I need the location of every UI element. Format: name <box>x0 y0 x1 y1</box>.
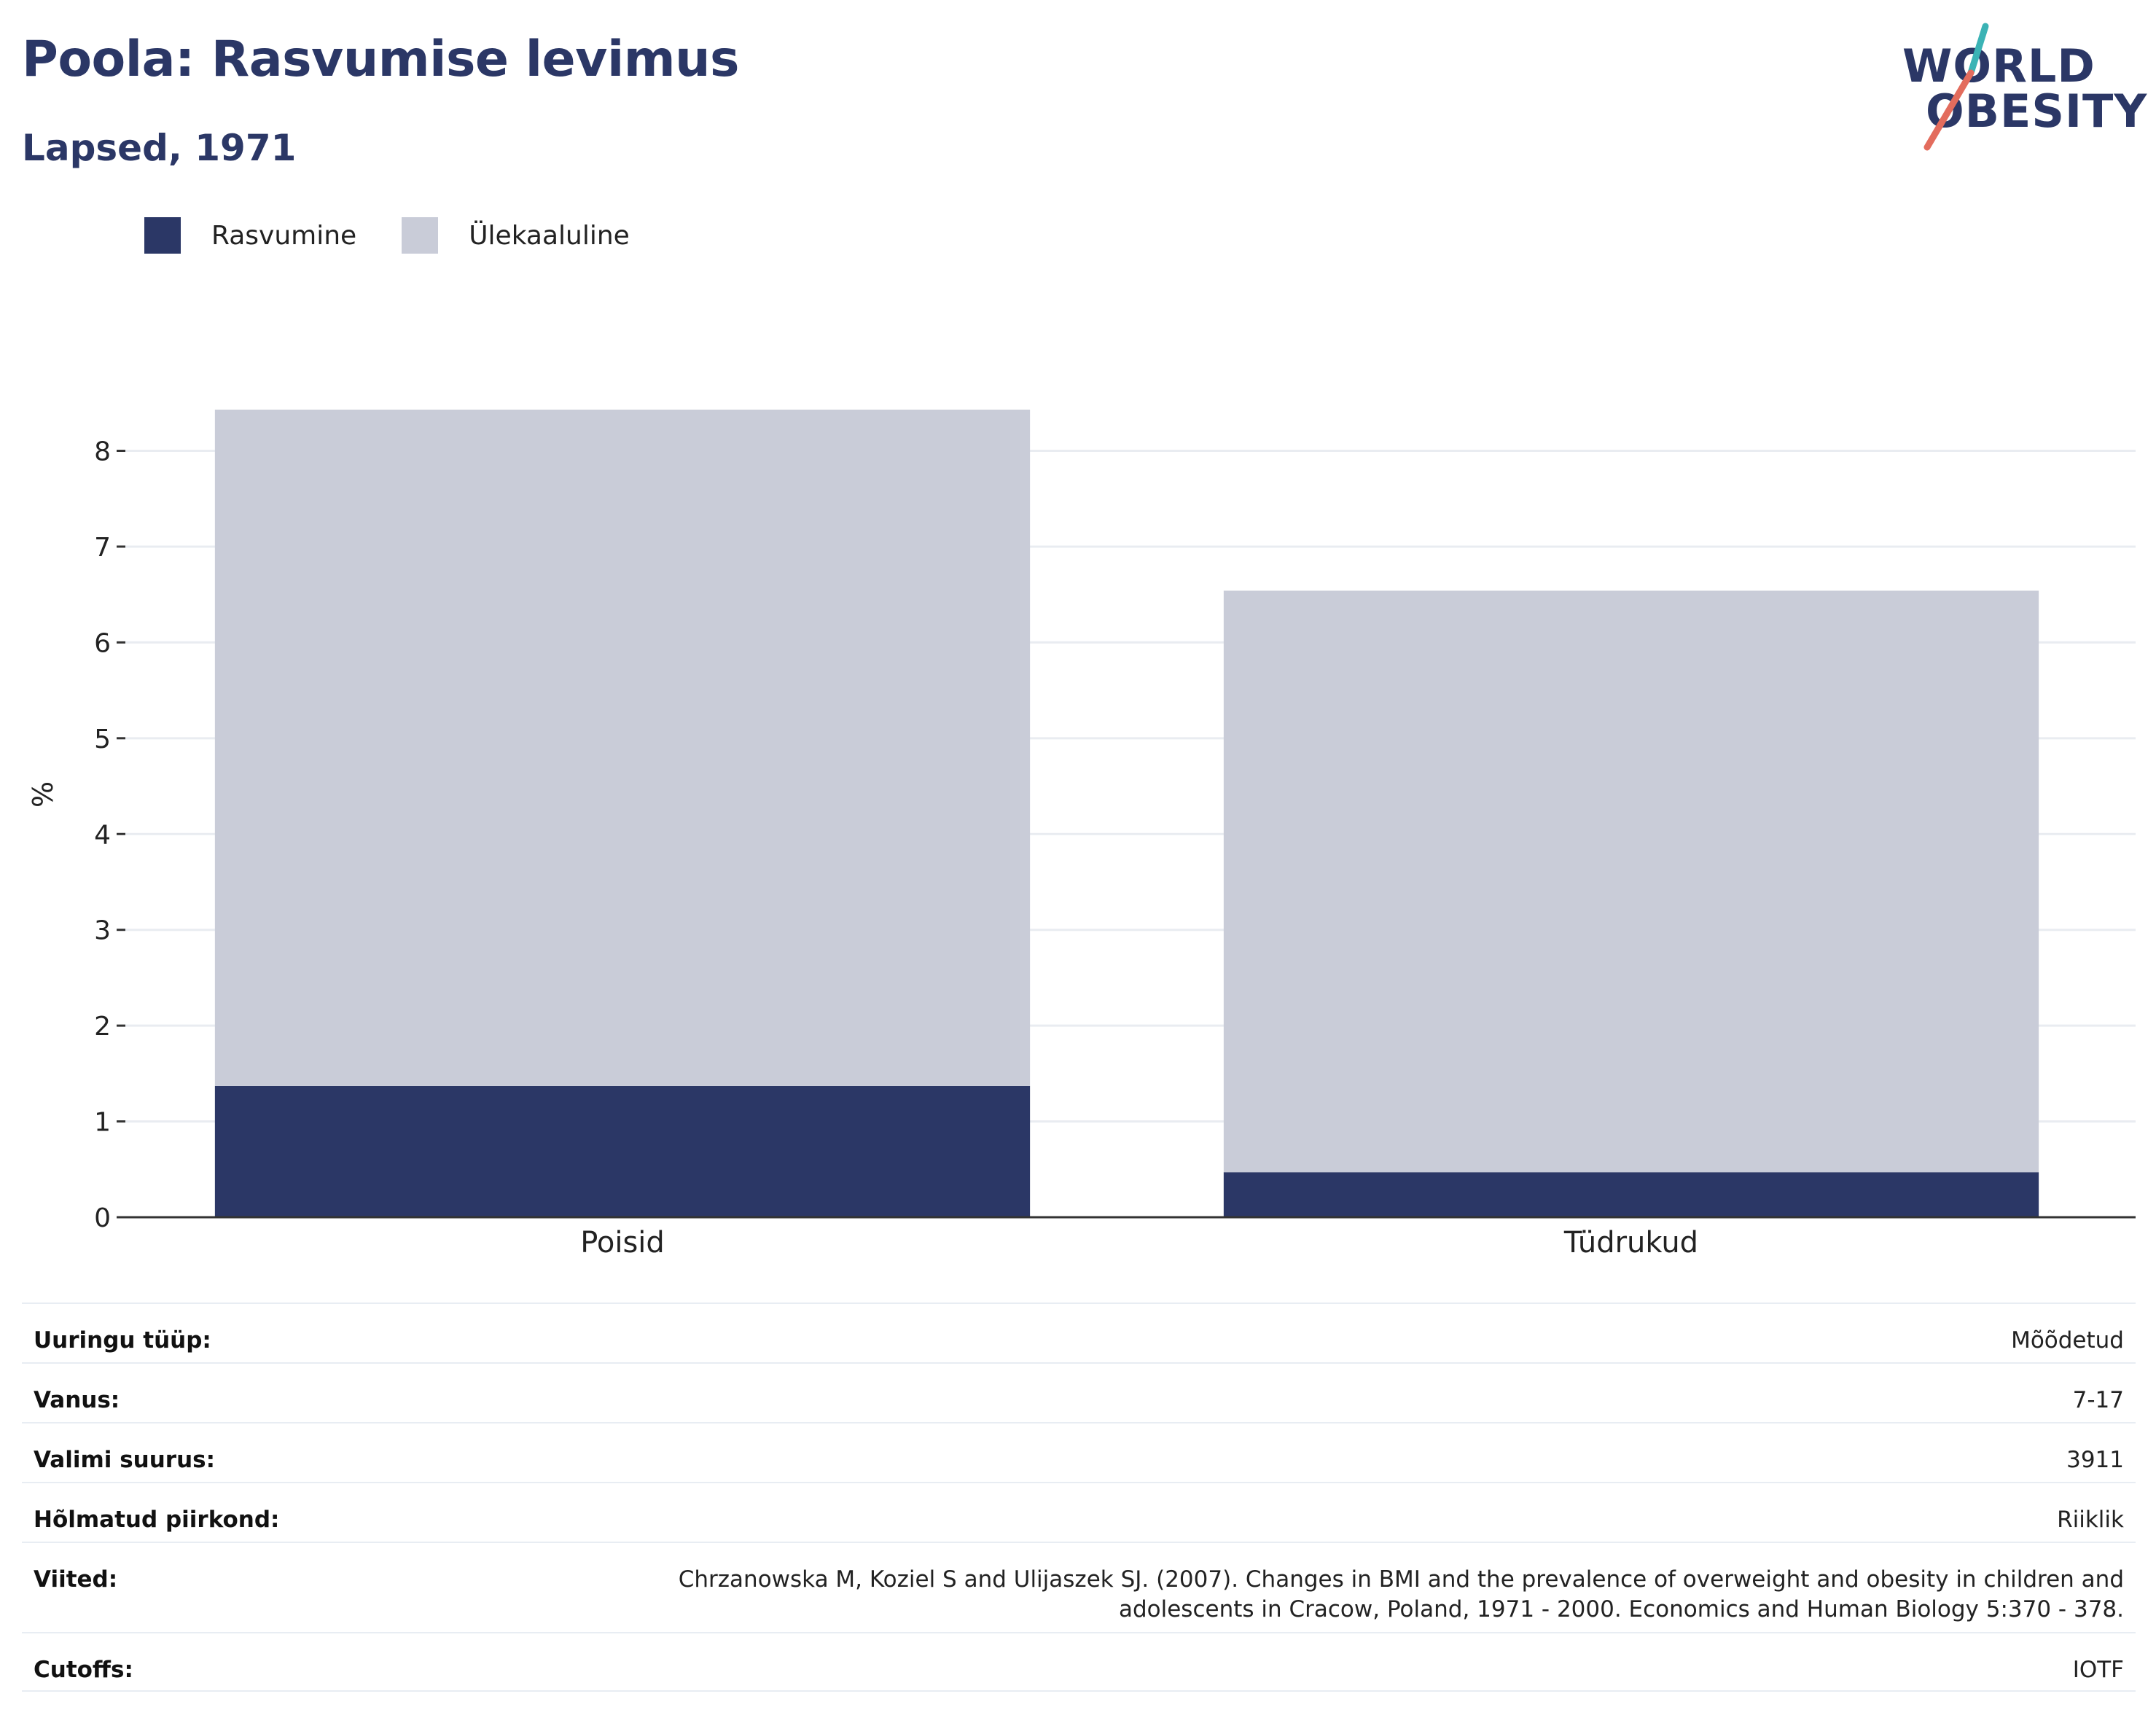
logo-word-obesity: OBESITY <box>1926 85 2148 138</box>
y-tick-label: 4 <box>94 820 111 850</box>
y-tick-label: 3 <box>94 916 111 946</box>
info-label: Viited: <box>34 1566 118 1593</box>
info-value: Mõõdetud <box>2011 1327 2124 1354</box>
legend-swatch-ulekaaluline <box>402 217 439 254</box>
info-row: Hõlmatud piirkond: Riiklik <box>22 1482 2136 1542</box>
info-value: 7-17 <box>2072 1387 2124 1413</box>
bar-rasvumine-poisid[interactable] <box>214 1085 1031 1217</box>
info-value: Riiklik <box>2057 1507 2124 1533</box>
y-tick-label: 0 <box>94 1203 111 1233</box>
y-tick-label: 7 <box>94 533 111 563</box>
chart-subtitle: Lapsed, 1971 <box>22 127 297 169</box>
y-tick-label: 6 <box>94 628 111 658</box>
x-tick-label: Poisid <box>580 1226 665 1260</box>
info-row: Vanus: 7-17 <box>22 1362 2136 1422</box>
info-value: Chrzanowska M, Koziel S and Ulijaszek SJ… <box>678 1566 2124 1622</box>
legend-swatch-rasvumine <box>144 217 181 254</box>
legend-label-ulekaaluline: Ülekaaluline <box>469 220 630 251</box>
info-value: IOTF <box>2072 1657 2124 1683</box>
info-row: Cutoffs: IOTF <box>22 1632 2136 1692</box>
y-tick-label: 2 <box>94 1012 111 1042</box>
info-value: 3911 <box>2066 1447 2124 1473</box>
x-axis-ticks: Poisid Tüdrukud <box>580 1226 1698 1260</box>
info-row: Viited: Chrzanowska M, Koziel S and Ulija… <box>22 1542 2136 1632</box>
chart-title: Poola: Rasvumise levimus <box>22 31 740 88</box>
bar-ulekaaluline-poisid[interactable] <box>214 410 1031 1086</box>
x-tick-label: Tüdrukud <box>1563 1226 1698 1260</box>
info-row: Uuringu tüüp: Mõõdetud <box>22 1303 2136 1362</box>
chart-bars <box>214 410 2039 1217</box>
y-axis-ticks: 0 1 2 3 4 5 6 7 8 <box>94 437 125 1233</box>
info-label: Vanus: <box>34 1387 120 1413</box>
logo-word-world: WORLD <box>1902 39 2096 93</box>
y-tick-label: 1 <box>94 1108 111 1138</box>
info-label: Valimi suurus: <box>34 1447 215 1473</box>
y-tick-label: 5 <box>94 725 111 754</box>
chart-legend: Rasvumine Ülekaaluline <box>144 217 675 254</box>
info-label: Uuringu tüüp: <box>34 1327 211 1354</box>
world-obesity-logo: WORLD OBESITY <box>1902 22 2147 153</box>
bar-ulekaaluline-tudrukud[interactable] <box>1223 590 2039 1173</box>
info-label: Hõlmatud piirkond: <box>34 1507 280 1533</box>
info-row: Valimi suurus: 3911 <box>22 1422 2136 1482</box>
bar-rasvumine-tudrukud[interactable] <box>1223 1172 2039 1217</box>
legend-label-rasvumine: Rasvumine <box>211 220 357 251</box>
legend-item-rasvumine[interactable]: Rasvumine <box>144 217 356 254</box>
bar-chart: 0 1 2 3 4 5 6 7 8 Poisid Tüdrukud % <box>27 410 2136 1260</box>
y-tick-label: 8 <box>94 437 111 467</box>
logo-slash-icon <box>1923 23 1989 151</box>
info-label: Cutoffs: <box>34 1657 133 1683</box>
study-info-table: Uuringu tüüp: Mõõdetud Vanus: 7-17 Valimi su… <box>22 1303 2136 1692</box>
y-axis-label: % <box>27 781 59 808</box>
legend-item-ulekaaluline[interactable]: Ülekaaluline <box>402 217 630 254</box>
